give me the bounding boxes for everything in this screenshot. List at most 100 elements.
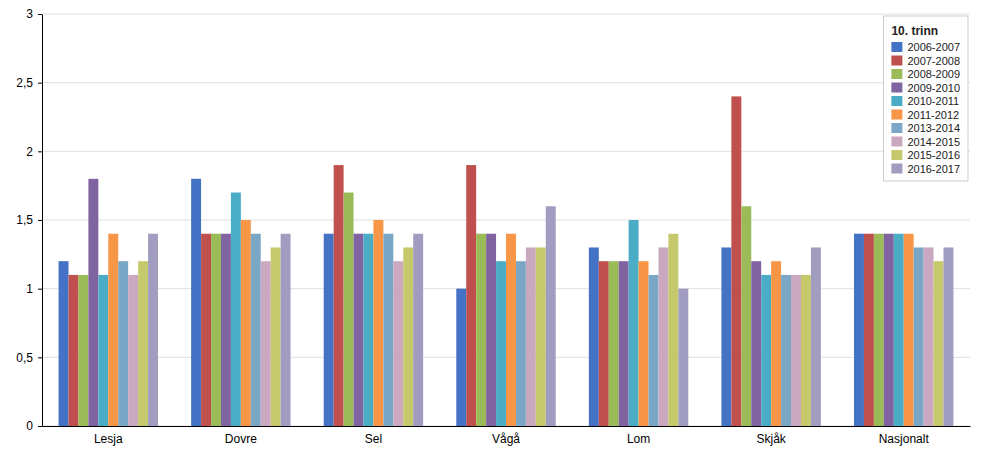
y-tick-mark	[38, 357, 42, 358]
bar	[466, 165, 476, 426]
bar	[211, 234, 221, 426]
y-tick: 2	[26, 145, 42, 159]
bar-series	[59, 179, 864, 426]
bar	[934, 261, 944, 426]
bar	[88, 179, 98, 426]
y-tick: 0,5	[16, 351, 42, 365]
legend-swatch	[891, 69, 902, 79]
legend-label: 2016-2017	[907, 163, 960, 175]
bar	[413, 234, 423, 426]
y-tick-mark	[38, 220, 42, 221]
bar	[599, 261, 609, 426]
x-tick-label: Vågå	[492, 432, 520, 446]
x-tick: Lom	[627, 426, 650, 446]
legend-label: 2006-2007	[907, 41, 960, 53]
bar	[496, 261, 506, 426]
bar	[148, 234, 158, 426]
legend-label: 2010-2011	[907, 95, 959, 107]
legend-label: 2009-2010	[907, 82, 960, 94]
x-tick: Dovre	[225, 426, 257, 446]
x-tick: Skjåk	[756, 426, 786, 446]
legend-swatch	[891, 42, 902, 52]
legend-label: 2008-2009	[907, 68, 960, 80]
y-tick-mark	[38, 14, 42, 15]
bar	[118, 261, 128, 426]
bar-series	[128, 247, 933, 426]
grid	[42, 14, 970, 426]
bar	[393, 261, 403, 426]
bar-series	[108, 220, 913, 426]
legend-item: 2010-2011	[891, 95, 959, 107]
bar	[324, 234, 334, 426]
grid-line	[42, 220, 970, 221]
grid-line	[42, 151, 970, 152]
bar	[811, 247, 821, 426]
bar	[854, 234, 864, 426]
bar	[344, 193, 354, 426]
bar-series	[138, 234, 943, 426]
legend-item: 2014-2015	[891, 136, 960, 148]
legend-label: 2011-2012	[907, 109, 959, 121]
x-tick-label: Lom	[627, 432, 650, 446]
bar	[678, 289, 688, 426]
bar-series	[69, 96, 874, 426]
legend-item: 2016-2017	[891, 163, 960, 175]
y-tick-label: 0	[26, 419, 33, 433]
legend-title: 10. trinn	[891, 24, 938, 38]
bar	[476, 234, 486, 426]
bar	[403, 247, 413, 426]
bar	[69, 275, 79, 426]
bar-series	[78, 193, 883, 426]
bar	[619, 261, 629, 426]
bars	[59, 96, 954, 426]
bar	[874, 234, 884, 426]
legend-swatch	[891, 83, 902, 93]
legend-swatch	[891, 96, 902, 106]
bar	[914, 247, 924, 426]
legend-item: 2011-2012	[891, 109, 959, 121]
bar	[781, 275, 791, 426]
bar	[721, 247, 731, 426]
legend: 10. trinn2006-20072007-20082008-20092009…	[883, 16, 968, 181]
bar	[241, 220, 251, 426]
legend-background	[883, 16, 968, 181]
legend-item: 2006-2007	[891, 41, 960, 53]
bar	[281, 234, 291, 426]
bar	[731, 96, 741, 426]
legend-item: 2013-2014	[891, 122, 960, 134]
bar	[373, 220, 383, 426]
y-tick-label: 2	[26, 145, 33, 159]
bar	[589, 247, 599, 426]
bar	[363, 234, 373, 426]
legend-swatch	[891, 150, 902, 160]
y-tick-mark	[38, 83, 42, 84]
bar	[128, 275, 138, 426]
x-tick: Sel	[365, 426, 382, 446]
bar	[943, 247, 953, 426]
y-tick: 1	[26, 282, 42, 296]
bar	[108, 234, 118, 426]
chart: 00,511,522,53LesjaDovreSelVågåLomSkjåkNa…	[0, 0, 982, 458]
bar	[751, 261, 761, 426]
bar	[526, 247, 536, 426]
bar	[506, 234, 516, 426]
bar	[261, 261, 271, 426]
legend-label: 2015-2016	[907, 149, 960, 161]
bar	[904, 234, 914, 426]
bar	[271, 247, 281, 426]
bar	[658, 247, 668, 426]
legend-label: 2013-2014	[907, 122, 960, 134]
bar	[924, 247, 934, 426]
x-tick-label: Skjåk	[756, 432, 786, 446]
bar	[516, 261, 526, 426]
bar	[221, 234, 231, 426]
bar	[884, 234, 894, 426]
y-axis: 00,511,522,53	[16, 7, 42, 433]
x-tick-label: Lesja	[94, 432, 123, 446]
y-tick-label: 1,5	[16, 213, 33, 227]
y-tick-label: 0,5	[16, 351, 33, 365]
bar	[649, 275, 659, 426]
bar	[98, 275, 108, 426]
legend-swatch	[891, 123, 902, 133]
y-tick-label: 2,5	[16, 76, 33, 90]
